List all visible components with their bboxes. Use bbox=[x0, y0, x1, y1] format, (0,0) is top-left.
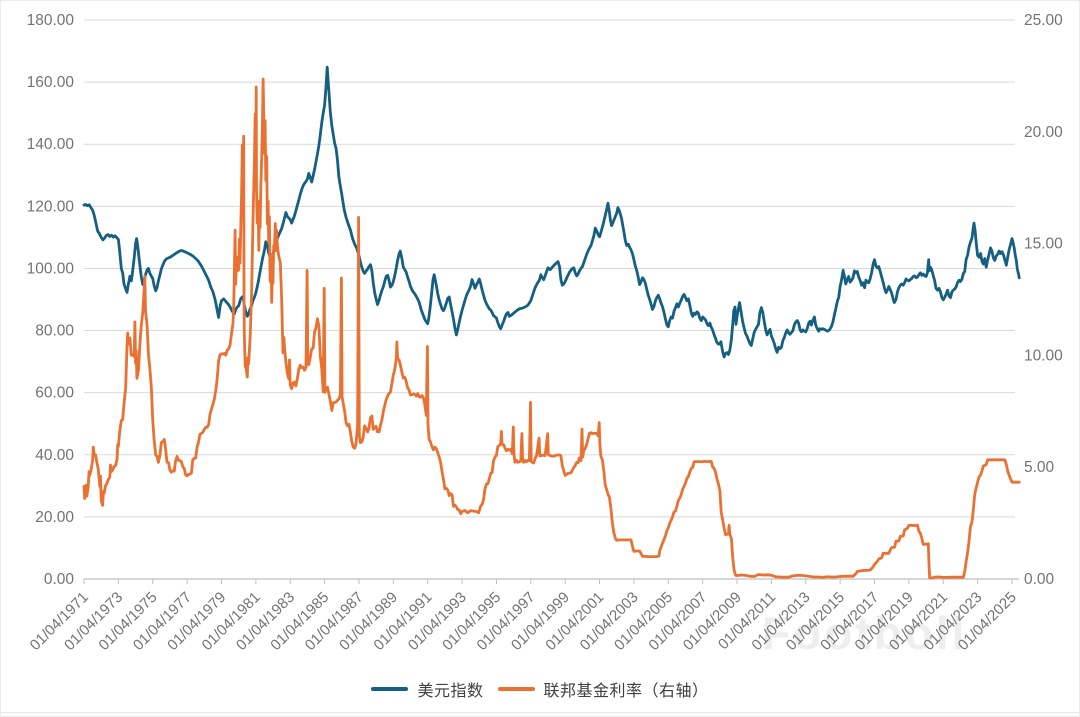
y-axis-left-tick-label: 180.00 bbox=[27, 12, 75, 29]
y-axis-right-tick-label: 5.00 bbox=[1024, 459, 1055, 476]
y-axis-left-tick-label: 160.00 bbox=[27, 74, 75, 91]
legend-swatch-fed-funds bbox=[497, 687, 535, 691]
y-axis-left-tick-label: 80.00 bbox=[35, 323, 74, 340]
y-axis-right-tick-label: 25.00 bbox=[1024, 12, 1063, 29]
legend: 美元指数 联邦基金利率（右轴） bbox=[0, 677, 1080, 701]
series-line-fed-funds bbox=[82, 77, 1021, 580]
y-axis-right-tick-label: 15.00 bbox=[1024, 236, 1063, 253]
legend-label-usd-index: 美元指数 bbox=[417, 683, 484, 700]
y-axis-left-tick-label: 60.00 bbox=[35, 385, 74, 402]
legend-swatch-usd-index bbox=[371, 687, 409, 691]
legend-item-fed-funds: 联邦基金利率（右轴） bbox=[497, 677, 709, 701]
bottom-divider bbox=[0, 712, 1080, 713]
y-axis-left-tick-label: 40.00 bbox=[35, 447, 74, 464]
y-axis-left-tick-label: 0.00 bbox=[44, 571, 75, 588]
y-axis-right-tick-label: 10.00 bbox=[1024, 347, 1063, 364]
y-axis-right-tick-label: 0.00 bbox=[1024, 571, 1055, 588]
series-line-usd-index bbox=[82, 65, 1021, 359]
y-axis-left-tick-label: 120.00 bbox=[27, 198, 75, 215]
y-axis-left-tick-label: 140.00 bbox=[27, 136, 75, 153]
y-axis-right-tick-label: 20.00 bbox=[1024, 124, 1063, 141]
y-axis-left-tick-label: 100.00 bbox=[27, 260, 75, 277]
legend-item-usd-index: 美元指数 bbox=[371, 677, 483, 701]
y-axis-left-tick-label: 20.00 bbox=[35, 509, 74, 526]
legend-label-fed-funds: 联邦基金利率（右轴） bbox=[543, 683, 709, 700]
